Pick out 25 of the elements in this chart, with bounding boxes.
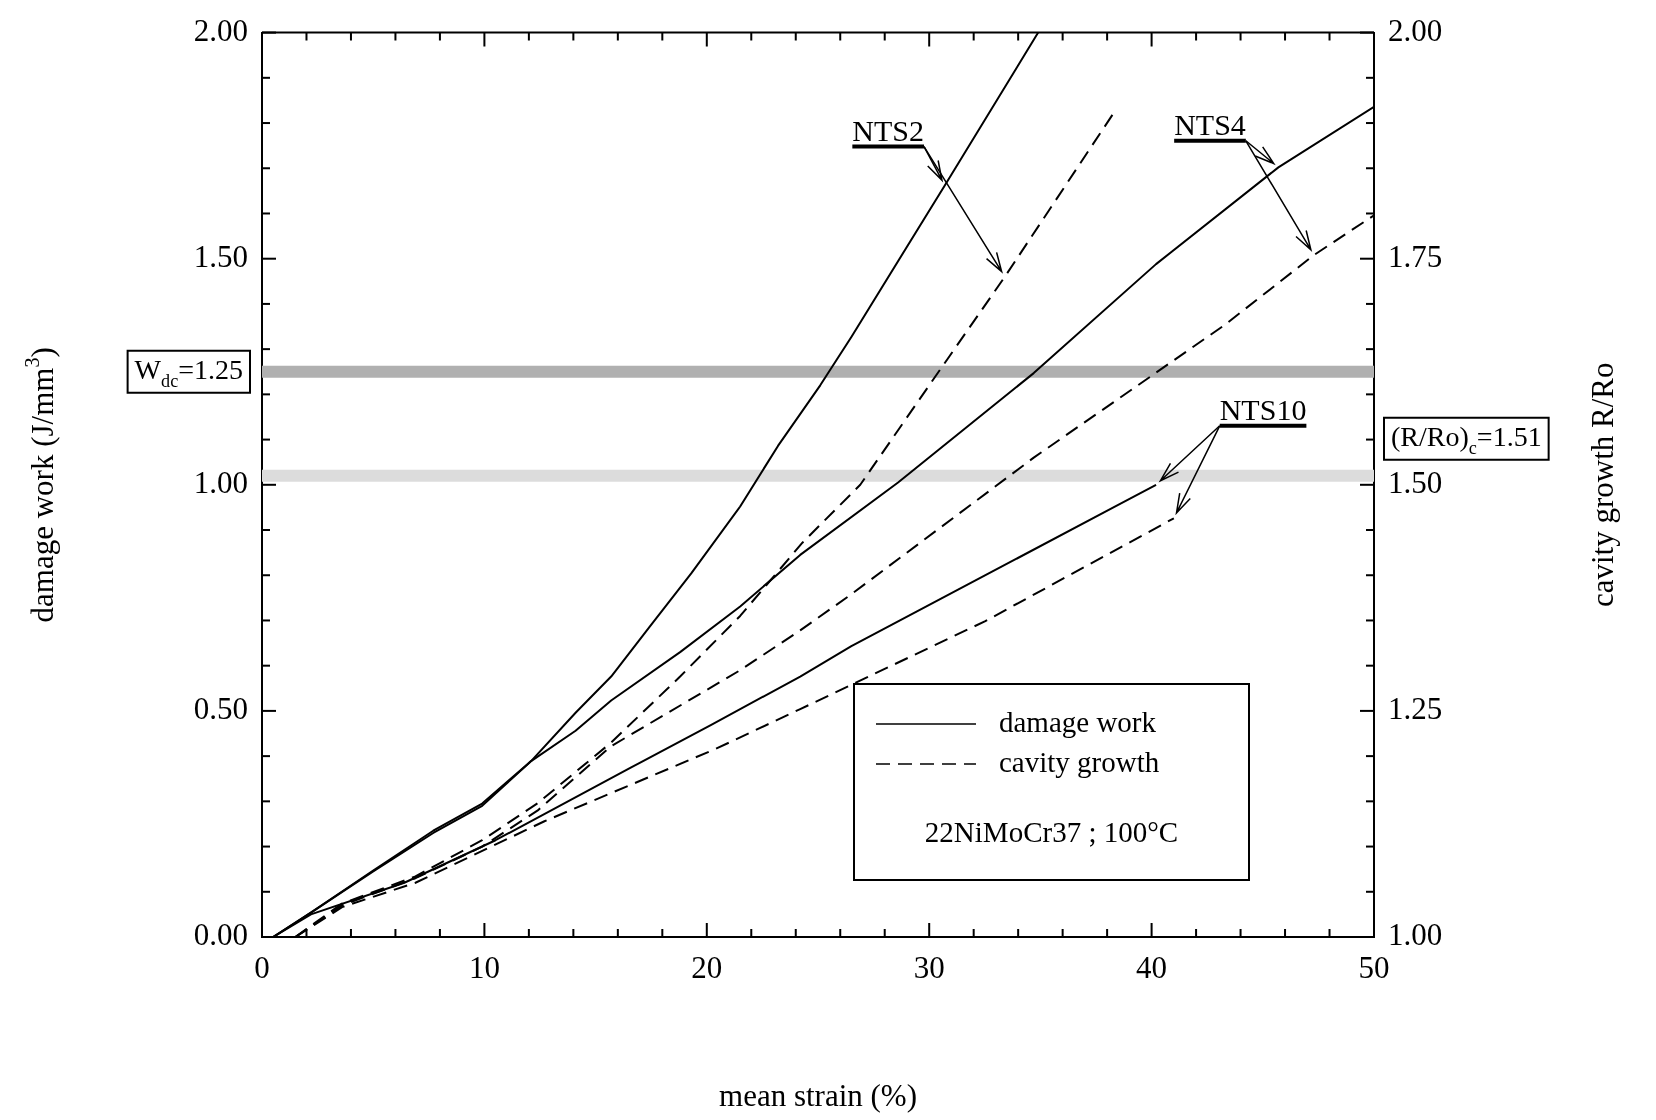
y2-tick-label: 1.75 <box>1388 238 1443 274</box>
y-tick-label: 0.50 <box>193 691 248 727</box>
series-label: NTS4 <box>1174 107 1246 141</box>
series-label: NTS2 <box>852 113 925 147</box>
x-tick-label: 0 <box>254 949 270 985</box>
x-axis-title: mean strain (%) <box>719 1078 917 1114</box>
annotation: cavity growth <box>999 745 1160 778</box>
x-tick-label: 40 <box>1136 949 1168 985</box>
x-tick-label: 10 <box>468 949 500 985</box>
annotation: damage work <box>999 705 1157 738</box>
annotation: 22NiMoCr37 ; 100°C <box>924 815 1179 848</box>
text: NTS10 <box>1219 392 1307 426</box>
y-axis-title: damage work (J/mm3) <box>20 347 61 623</box>
x-tick-label: 20 <box>691 949 723 985</box>
x-tick-label: 30 <box>913 949 945 985</box>
y-tick-label: 0.00 <box>193 917 248 953</box>
y2-tick-label: 1.00 <box>1388 917 1443 953</box>
y2-tick-label: 1.25 <box>1388 691 1443 727</box>
y2-tick-label: 1.50 <box>1388 464 1443 500</box>
y2-tick-label: 2.00 <box>1388 12 1443 48</box>
y-tick-label: 1.50 <box>193 238 248 274</box>
y2-axis-title: cavity growth R/Ro <box>1585 362 1621 608</box>
x-tick-label: 50 <box>1358 949 1390 985</box>
y-tick-label: 1.00 <box>193 464 248 500</box>
y-tick-label: 2.00 <box>193 12 248 48</box>
